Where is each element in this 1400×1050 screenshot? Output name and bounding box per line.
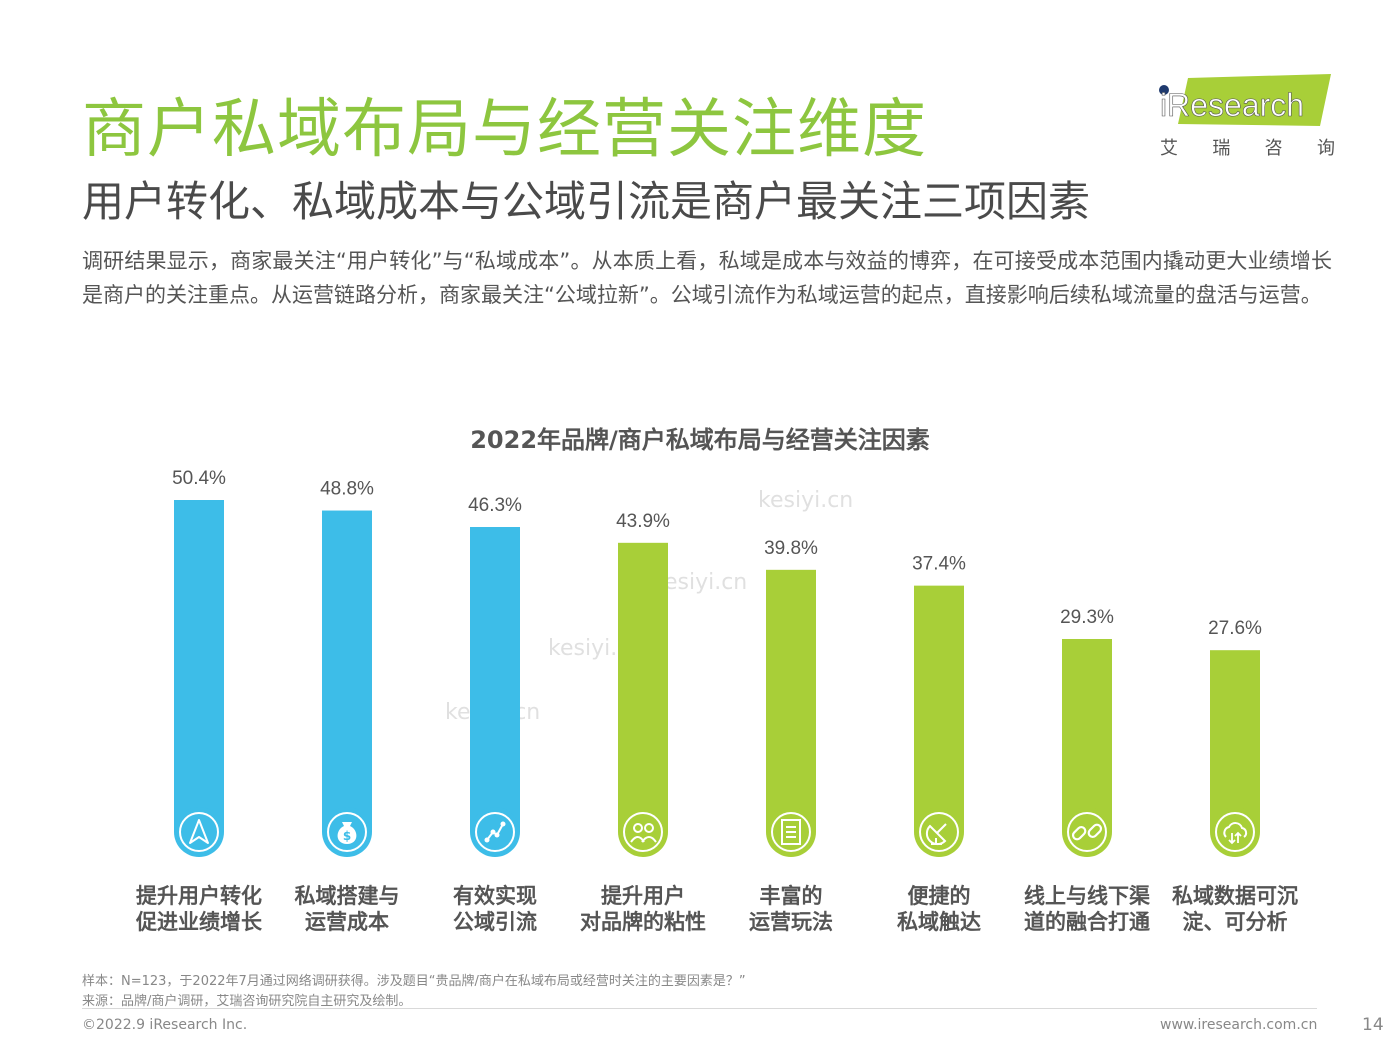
- logo-dot: [1159, 85, 1169, 95]
- money-bag-icon: $: [322, 807, 372, 857]
- bar-value-label-5: 39.8%: [764, 538, 818, 559]
- category-label-4-line-1: 提升用户: [601, 884, 685, 908]
- page-subtitle: 用户转化、私域成本与公域引流是商户最关注三项因素: [82, 177, 1091, 226]
- bar-4: [618, 542, 668, 832]
- footer-divider: [82, 1008, 1317, 1009]
- category-label-7-line-2: 道的融合打通: [1024, 910, 1150, 934]
- category-label-3-line-2: 公域引流: [453, 910, 537, 934]
- bar-value-label-7: 29.3%: [1060, 607, 1114, 628]
- bar-3: [470, 527, 520, 832]
- bar-5: [766, 569, 816, 832]
- category-label-7-line-1: 线上与线下渠: [1024, 884, 1150, 908]
- chart-title: 2022年品牌/商户私域布局与经营关注因素: [470, 426, 930, 454]
- bar-7: [1062, 638, 1112, 832]
- link-nodes-icon: [470, 807, 520, 857]
- category-label-2-line-1: 私域搭建与: [295, 884, 400, 908]
- page-title: 商户私域布局与经营关注维度: [82, 93, 927, 167]
- logo-char-2: 瑞: [1212, 138, 1231, 159]
- logo-badge: [1178, 74, 1331, 126]
- sample-note: 样本：N=123，于2022年7月通过网络调研获得。涉及题目“贵品牌/商户在私域…: [82, 974, 746, 989]
- satellite-dish-icon: [914, 807, 964, 857]
- users-icon: [618, 807, 668, 857]
- svg-text:$: $: [343, 829, 351, 843]
- category-label-1-line-1: 提升用户转化: [136, 884, 262, 908]
- logo-text: iResearch: [1160, 87, 1304, 123]
- logo-mark: iResearch: [1159, 74, 1331, 126]
- category-label-2-line-2: 运营成本: [305, 910, 389, 934]
- category-label-6-line-2: 私域触达: [897, 910, 981, 934]
- bar-value-label-8: 27.6%: [1208, 618, 1262, 639]
- source-note: 来源：品牌/商户调研，艾瑞咨询研究院自主研究及绘制。: [82, 994, 412, 1009]
- bar-8: [1210, 650, 1260, 832]
- logo-char-4: 询: [1316, 138, 1335, 159]
- document-icon: [766, 807, 816, 857]
- logo-chinese: 艾 瑞 咨 询: [1160, 134, 1335, 160]
- category-label-8-line-1: 私域数据可沉: [1172, 884, 1298, 908]
- page-number: 14: [1362, 1015, 1384, 1035]
- category-label-5-line-1: 丰富的: [760, 884, 823, 908]
- bar-value-label-2: 48.8%: [320, 479, 374, 500]
- iresearch-logo: iResearch 艾 瑞 咨 询: [1150, 74, 1335, 160]
- bar-2: [322, 510, 372, 832]
- bar-1: [174, 500, 224, 832]
- category-label-3-line-1: 有效实现: [453, 884, 537, 908]
- cloud-sync-icon: [1210, 807, 1260, 857]
- category-label-8-line-2: 淀、可分析: [1183, 910, 1288, 934]
- bar-value-label-4: 43.9%: [616, 511, 670, 532]
- bar-value-label-6: 37.4%: [912, 554, 966, 575]
- watermark-4: kesiyi.cn: [758, 488, 854, 513]
- bar-value-label-1: 50.4%: [172, 468, 226, 489]
- bar-value-label-3: 46.3%: [468, 495, 522, 516]
- footer-website: www.iresearch.com.cn: [1160, 1017, 1318, 1033]
- category-label-4-line-2: 对品牌的粘性: [580, 910, 706, 934]
- bar-6: [914, 585, 964, 832]
- category-label-6-line-1: 便捷的: [908, 884, 971, 908]
- category-label-5-line-2: 运营玩法: [749, 910, 833, 934]
- logo-char-1: 艾: [1160, 138, 1178, 159]
- logo-char-3: 咨: [1264, 138, 1283, 159]
- category-label-1-line-2: 促进业绩增长: [135, 910, 263, 934]
- footer-copyright: ©2022.9 iResearch Inc.: [82, 1017, 248, 1033]
- chain-link-icon: [1062, 807, 1112, 857]
- summary-paragraph: 调研结果显示，商家最关注“用户转化”与“私域成本”。从本质上看，私域是成本与效益…: [82, 249, 1332, 307]
- navigation-arrow-icon: [174, 807, 224, 857]
